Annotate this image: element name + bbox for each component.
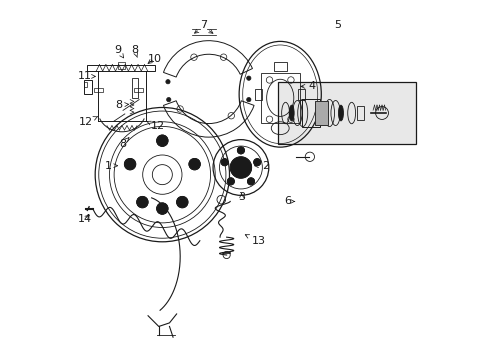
Text: 8: 8 <box>115 100 128 110</box>
Text: 5: 5 <box>333 19 340 30</box>
Text: 2: 2 <box>254 161 268 171</box>
Text: 7: 7 <box>200 19 206 30</box>
Bar <box>134 88 142 93</box>
Circle shape <box>188 158 200 170</box>
Ellipse shape <box>288 105 294 121</box>
Bar <box>273 62 286 71</box>
Circle shape <box>156 135 168 147</box>
Bar <box>83 80 91 94</box>
Bar <box>314 101 327 125</box>
Text: 12: 12 <box>78 117 98 127</box>
Circle shape <box>166 98 170 102</box>
Bar <box>94 88 103 93</box>
Circle shape <box>227 178 234 185</box>
Text: 8: 8 <box>119 138 129 149</box>
Circle shape <box>246 76 250 80</box>
Ellipse shape <box>338 105 343 121</box>
Circle shape <box>221 159 228 166</box>
Text: 3: 3 <box>238 192 244 202</box>
Circle shape <box>176 197 187 208</box>
Text: 6: 6 <box>284 197 294 206</box>
Text: 9: 9 <box>114 45 123 58</box>
Bar <box>260 73 299 123</box>
Bar <box>255 89 262 100</box>
Circle shape <box>253 159 260 166</box>
Circle shape <box>246 98 250 102</box>
Text: 12: 12 <box>147 121 165 131</box>
Text: 4: 4 <box>301 81 315 91</box>
Bar <box>278 82 415 144</box>
Circle shape <box>247 178 254 185</box>
Circle shape <box>165 80 170 84</box>
Text: 10: 10 <box>147 54 161 64</box>
Circle shape <box>156 203 168 214</box>
Bar <box>278 82 415 144</box>
Circle shape <box>137 197 148 208</box>
Text: 13: 13 <box>245 235 265 247</box>
Circle shape <box>230 157 251 178</box>
Bar <box>87 64 155 71</box>
Bar <box>301 99 319 127</box>
Bar <box>118 62 124 68</box>
Bar <box>356 106 364 120</box>
Text: 14: 14 <box>77 214 91 224</box>
Circle shape <box>124 158 136 170</box>
Bar <box>298 89 305 100</box>
Text: 8: 8 <box>131 45 138 57</box>
Text: 1: 1 <box>104 161 118 171</box>
Bar <box>83 82 86 87</box>
Bar <box>132 78 138 98</box>
Text: 11: 11 <box>77 71 95 81</box>
Bar <box>314 101 327 125</box>
Circle shape <box>237 147 244 154</box>
